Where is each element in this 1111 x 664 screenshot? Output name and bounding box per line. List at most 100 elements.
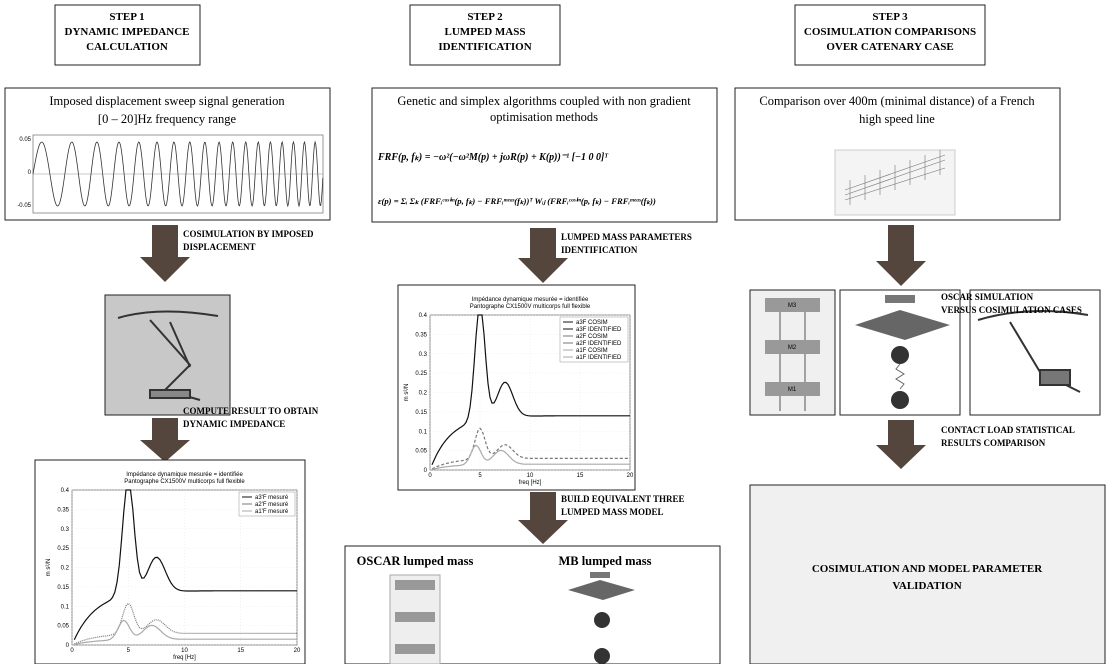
x-tick-label: 15 <box>237 648 244 654</box>
pantograph-drawing <box>117 310 219 401</box>
x-tick-label: 10 <box>527 473 534 479</box>
step-heading: COSIMULATION COMPARISONS <box>804 26 976 38</box>
arrow-label: DISPLACEMENT <box>183 242 256 252</box>
arrow-label: RESULTS COMPARISON <box>941 438 1046 448</box>
step-box <box>409 4 561 66</box>
x-tick-label: 0 <box>428 473 432 479</box>
y-tick-label: 0.15 <box>57 585 69 591</box>
curve <box>74 619 297 645</box>
curve <box>431 444 630 470</box>
y-axis-label: m s²/N <box>46 559 52 577</box>
chart-title: Impédance dynamique mesurée = identifiée <box>126 472 243 478</box>
legend-label: a2F COSIM <box>576 334 608 340</box>
pantograph-model <box>977 310 1089 393</box>
legend-label: a1F IDENTIFIED <box>576 355 622 361</box>
arrow-label: OSCAR SIMULATION <box>941 292 1034 302</box>
y-tick-label: 0.4 <box>419 313 428 319</box>
x-axis-label: freq [Hz] <box>519 480 542 486</box>
arrow-label: COMPUTE RESULT TO OBTAIN <box>183 406 319 416</box>
y-tick-label: 0 <box>66 643 70 649</box>
sweep-signal <box>32 140 324 208</box>
curve <box>74 602 297 645</box>
catenary-lines <box>844 150 946 205</box>
mb-model <box>855 295 950 409</box>
step-heading: DYNAMIC IMPEDANCE <box>65 26 190 38</box>
arrow-label: IDENTIFICATION <box>561 245 638 255</box>
final-text: VALIDATION <box>892 580 961 592</box>
chart-title: Impédance dynamique mesurée = identifiée <box>472 297 589 303</box>
y-axis-label: m s²/N <box>404 384 410 402</box>
oscar-model <box>765 298 820 411</box>
arrow-label: VERSUS COSIMULATION CASES <box>941 305 1082 315</box>
x-axis-label: freq [Hz] <box>173 655 196 661</box>
x-tick-label: 5 <box>478 473 482 479</box>
algorithm-box <box>371 87 718 223</box>
step-heading: STEP 1 <box>109 11 144 23</box>
step-box <box>54 4 201 66</box>
validation-box <box>749 484 1106 664</box>
x-tick-label: 20 <box>294 648 301 654</box>
chart-title: Pantographe CX1500V multicorps full flex… <box>470 304 591 310</box>
mb-lumped-drawing <box>568 572 635 664</box>
arrow-label: BUILD EQUIVALENT THREE <box>561 494 685 504</box>
step-heading: STEP 3 <box>872 11 908 23</box>
y-tick-label: 0.1 <box>61 604 70 610</box>
x-tick-label: 15 <box>577 473 584 479</box>
step-box <box>794 4 986 66</box>
y-tick-label: 0.2 <box>419 391 428 397</box>
formula: FRF(p, fₖ) = −ω²(−ω²M(p) + jωR(p) + K(p)… <box>377 152 609 163</box>
mass-label: M3 <box>788 303 797 309</box>
arrow-label: LUMPED MASS MODEL <box>561 507 664 517</box>
chart-title: Pantographe CX1500V multicorps full flex… <box>124 479 245 485</box>
x-tick-label: 5 <box>127 648 131 654</box>
formula: ε(p) = Σᵢ Σₖ (FRFᵢᶜᵒˢⁱᵐ(p, fₖ) − FRFᵢᵐᵉᵃ… <box>378 196 656 206</box>
box-text: Imposed displacement sweep signal genera… <box>49 94 285 108</box>
arrow-label: COSIMULATION BY IMPOSED <box>183 229 314 239</box>
x-tick-label: 0 <box>70 648 74 654</box>
panel-title: MB lumped mass <box>558 554 651 568</box>
arrow-label: LUMPED MASS PARAMETERS <box>561 232 692 242</box>
y-tick-label: 0.4 <box>61 488 70 494</box>
panel-title: OSCAR lumped mass <box>357 554 474 568</box>
mass-label: M1 <box>788 387 797 393</box>
arrow-label: CONTACT LOAD STATISTICAL <box>941 425 1075 435</box>
legend-label: a3F COSIM <box>576 320 608 326</box>
curve <box>431 427 630 470</box>
legend-label: a3'F mesuré <box>255 495 289 501</box>
step-heading: IDENTIFICATION <box>438 41 531 53</box>
y-tick-label: 0.1 <box>419 429 428 435</box>
legend-label: a1F COSIM <box>576 348 608 354</box>
step-heading: OVER CATENARY CASE <box>826 41 953 53</box>
legend-label: a2'F mesuré <box>255 502 289 508</box>
signal-tick-label: -0.05 <box>17 203 31 209</box>
texts: STEP 1 DYNAMIC IMPEDANCE CALCULATION STEP 2… <box>17 11 1082 661</box>
step-heading: CALCULATION <box>86 41 168 53</box>
y-tick-label: 0.05 <box>415 449 427 455</box>
legend-label: a2F IDENTIFIED <box>576 341 622 347</box>
box-text: high speed line <box>859 112 935 126</box>
legend-label: a1'F mesuré <box>255 509 289 515</box>
box-text: Genetic and simplex algorithms coupled w… <box>397 94 691 108</box>
box-text: Comparison over 400m (minimal distance) … <box>759 94 1035 108</box>
signal-tick-label: 0 <box>28 170 32 176</box>
y-tick-label: 0.25 <box>415 371 427 377</box>
x-tick-label: 10 <box>181 648 188 654</box>
mass-label: M2 <box>788 345 797 351</box>
oscar-lumped-drawing <box>389 574 441 664</box>
y-tick-label: 0.15 <box>415 410 427 416</box>
arrow-label: DYNAMIC IMPEDANCE <box>183 419 285 429</box>
legend-label: a3F IDENTIFIED <box>576 327 622 333</box>
y-tick-label: 0.05 <box>57 624 69 630</box>
signal-tick-label: 0.05 <box>19 137 31 143</box>
curve <box>431 314 630 466</box>
y-tick-label: 0.35 <box>415 332 427 338</box>
curve <box>73 489 297 641</box>
y-tick-label: 0.2 <box>61 566 70 572</box>
y-tick-label: 0.25 <box>57 546 69 552</box>
legend <box>559 316 629 363</box>
box-text: [0 – 20]Hz frequency range <box>98 112 237 126</box>
step-heading: STEP 2 <box>467 11 503 23</box>
step-heading: LUMPED MASS <box>445 26 526 38</box>
y-tick-label: 0.3 <box>419 352 428 358</box>
